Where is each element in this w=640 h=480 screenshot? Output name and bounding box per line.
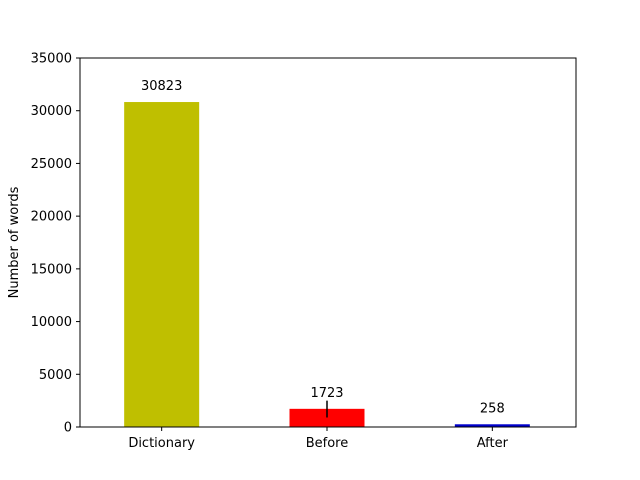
y-tick-label: 5000 [39,368,72,383]
y-tick-label: 20000 [31,210,72,225]
plot-frame [79,57,577,428]
data-label-dictionary: 30823 [141,79,182,94]
x-tick-label-before: Before [306,436,349,451]
y-tick-label: 15000 [31,262,72,277]
data-label-before: 1723 [310,386,343,401]
bars [124,102,530,428]
y-axis-label: Number of words [7,186,22,298]
y-tick-label: 30000 [31,104,72,119]
x-tick-label-dictionary: Dictionary [128,436,195,451]
y-tick-label: 35000 [31,52,72,67]
y-tick-label: 0 [64,421,72,436]
bar-dictionary [124,102,200,428]
data-label-after: 258 [480,401,505,416]
bar-before [289,408,365,427]
x-axis: Dictionary Before After [128,427,509,451]
y-tick-label: 25000 [31,157,72,172]
y-axis: 0 5000 10000 15000 20000 25000 30000 35000 [31,52,80,436]
data-labels: 30823 1723 258 [141,79,505,416]
bar-after [454,424,530,427]
y-tick-label: 10000 [31,315,72,330]
x-tick-label-after: After [477,436,509,451]
